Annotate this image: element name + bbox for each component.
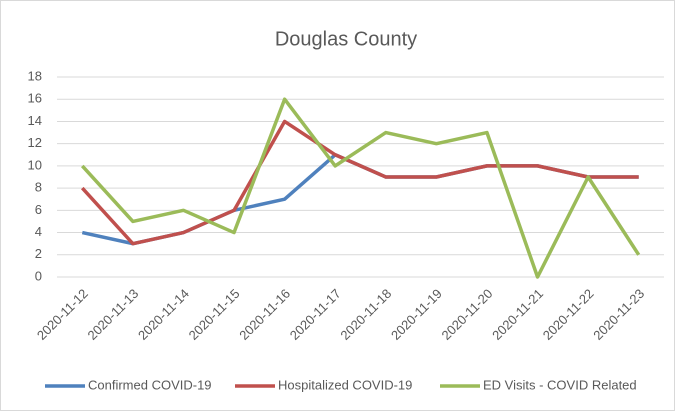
series-line [80, 97, 641, 279]
legend-label: Confirmed COVID-19 [88, 377, 212, 392]
y-tick-label: 8 [35, 180, 42, 195]
legend-label: Hospitalized COVID-19 [278, 377, 412, 392]
y-tick-label: 14 [28, 113, 42, 128]
y-tick-label: 2 [35, 246, 42, 261]
chart-title: Douglas County [275, 28, 417, 50]
y-tick-label: 18 [28, 68, 42, 83]
y-tick-label: 6 [35, 202, 42, 217]
y-tick-label: 12 [28, 135, 42, 150]
series-line [80, 119, 639, 246]
y-tick-label: 10 [28, 157, 42, 172]
y-tick-label: 4 [35, 224, 42, 239]
y-tick-label: 0 [35, 268, 42, 283]
legend-label: ED Visits - COVID Related [483, 377, 637, 392]
y-tick-label: 16 [28, 91, 42, 106]
